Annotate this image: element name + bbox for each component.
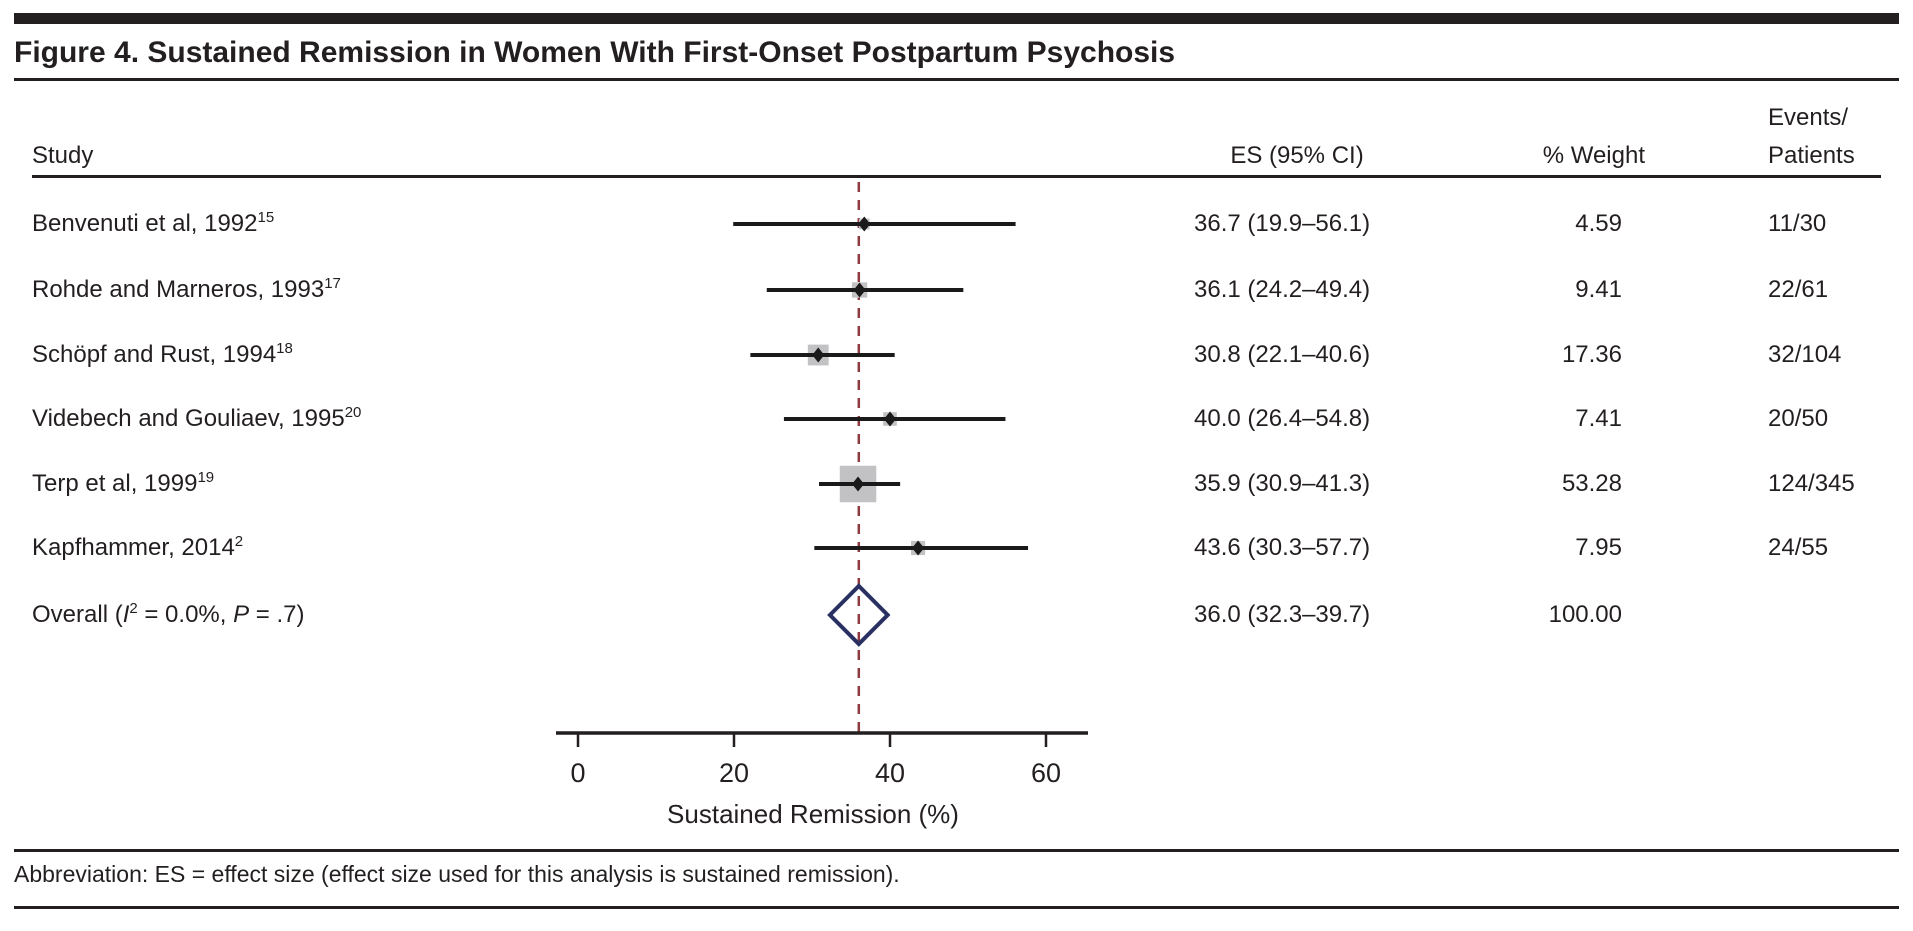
reference-superscript: 17 <box>324 275 341 292</box>
events-patients-value: 124/345 <box>1768 470 1855 497</box>
weight-square <box>839 465 877 503</box>
x-tick-label: 60 <box>1031 758 1061 788</box>
figure-footnote: Abbreviation: ES = effect size (effect s… <box>14 861 900 887</box>
x-axis-label: Sustained Remission (%) <box>667 799 959 829</box>
weight-value: 9.41 <box>1575 276 1622 303</box>
reference-superscript: 2 <box>234 533 244 550</box>
x-tick-label: 20 <box>719 758 749 788</box>
es-ci-value: 40.0 (26.4–54.8) <box>1194 405 1371 432</box>
weight-value: 4.59 <box>1575 210 1622 237</box>
weight-square <box>807 344 829 366</box>
weight-value: 17.36 <box>1561 341 1622 368</box>
point-estimate-marker <box>853 282 866 298</box>
overall-label: Overall (I2 = 0.0%, P = .7) <box>32 600 305 628</box>
weight-square <box>851 282 868 298</box>
footnote-rule-top <box>14 849 1899 852</box>
x-tick-label: 0 <box>570 758 585 788</box>
title-top-bar <box>14 13 1899 24</box>
es-ci-value: 35.9 (30.9–41.3) <box>1194 470 1371 497</box>
reference-superscript: 18 <box>276 340 293 357</box>
i-squared-superscript: 2 <box>129 600 138 617</box>
overall-diamond <box>827 583 891 647</box>
events-patients-value: 32/104 <box>1768 341 1842 368</box>
weight-value: 7.95 <box>1575 534 1622 561</box>
events-patients-value: 20/50 <box>1768 405 1829 432</box>
point-estimate-marker <box>812 347 825 363</box>
es-ci-value: 43.6 (30.3–57.7) <box>1194 534 1371 561</box>
weight-value: 7.41 <box>1575 405 1622 432</box>
column-header-weight: % Weight <box>1542 142 1645 169</box>
column-header-events-patients: Events/Patients <box>1768 99 1855 175</box>
point-estimate-marker <box>852 476 865 492</box>
point-estimate-marker <box>884 411 896 427</box>
footnote-rule-bottom <box>14 906 1899 909</box>
weight-square <box>883 412 897 426</box>
study-label: Videbech and Gouliaev, 199520 <box>32 404 362 432</box>
es-ci-value: 36.1 (24.2–49.4) <box>1194 276 1371 303</box>
point-estimate-marker <box>912 540 925 556</box>
weight-value: 53.28 <box>1561 470 1622 497</box>
column-header-study: Study <box>32 142 94 169</box>
es-ci-value: 36.7 (19.9–56.1) <box>1194 210 1371 237</box>
events-header-line1: Events/ <box>1768 104 1849 131</box>
events-patients-value: 11/30 <box>1768 210 1827 237</box>
overall-weight-value: 100.00 <box>1548 601 1622 628</box>
x-tick-label: 40 <box>875 758 905 788</box>
study-label: Benvenuti et al, 199215 <box>32 209 275 237</box>
study-label: Terp et al, 199919 <box>32 469 215 497</box>
point-estimate-marker <box>858 216 871 232</box>
study-label: Kapfhammer, 20142 <box>32 533 244 561</box>
weight-square <box>911 540 926 556</box>
study-label: Schöpf and Rust, 199418 <box>32 340 293 368</box>
reference-superscript: 15 <box>257 209 275 226</box>
overall-es-ci-value: 36.0 (32.3–39.7) <box>1194 601 1371 628</box>
reference-superscript: 19 <box>197 469 215 486</box>
header-rule <box>32 175 1881 178</box>
weight-square <box>858 218 870 230</box>
es-ci-value: 30.8 (22.1–40.6) <box>1194 341 1371 368</box>
title-rule <box>14 78 1899 81</box>
events-patients-value: 22/61 <box>1768 276 1829 303</box>
reference-superscript: 20 <box>344 404 362 421</box>
study-label: Rohde and Marneros, 199317 <box>32 275 341 303</box>
events-header-line2: Patients <box>1768 142 1855 169</box>
figure-title: Figure 4. Sustained Remission in Women W… <box>14 36 1176 69</box>
column-header-es: ES (95% CI) <box>1230 142 1364 169</box>
events-patients-value: 24/55 <box>1768 534 1829 561</box>
